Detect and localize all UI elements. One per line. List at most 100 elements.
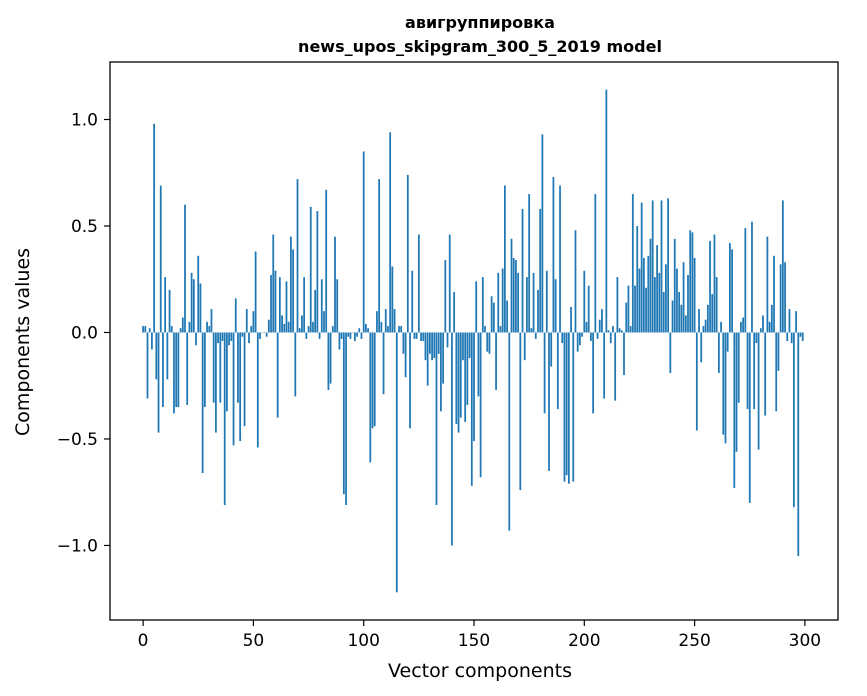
bar [365, 323, 367, 333]
bar [499, 326, 502, 333]
bar [398, 326, 400, 333]
bar [742, 317, 745, 333]
bar [409, 332, 411, 429]
bar [294, 332, 297, 397]
bar [203, 332, 206, 408]
bar [298, 328, 301, 333]
bar [164, 277, 167, 333]
bar [598, 319, 601, 333]
bar [245, 309, 248, 333]
bar [729, 243, 731, 333]
bar [539, 208, 542, 333]
bar [451, 332, 453, 546]
bar [188, 321, 191, 333]
y-tick-label: 0.0 [71, 323, 98, 343]
bar [395, 332, 398, 593]
bar [208, 326, 211, 333]
bar [453, 292, 456, 333]
bar [671, 300, 674, 333]
bar [636, 225, 639, 333]
bar [146, 332, 149, 399]
bar [426, 332, 429, 386]
bar [184, 204, 186, 333]
bar [574, 230, 577, 333]
bar [530, 328, 533, 333]
bar [693, 257, 696, 333]
bar [684, 315, 687, 333]
bar [623, 332, 625, 376]
bar [290, 236, 292, 333]
bar [640, 202, 643, 333]
bar [239, 332, 242, 442]
bar [190, 272, 193, 333]
bar [512, 257, 515, 333]
bar [303, 277, 306, 333]
y-tick-label: 1.0 [71, 111, 98, 131]
bar [523, 332, 526, 361]
bar [144, 326, 147, 333]
bar [695, 332, 698, 431]
bar [329, 332, 332, 384]
bar [788, 309, 791, 333]
bar [389, 132, 392, 333]
bar [391, 266, 394, 333]
bar [678, 292, 681, 333]
bar [217, 332, 219, 344]
bar [356, 332, 358, 337]
bar [151, 332, 153, 350]
bar [733, 332, 736, 488]
bar [241, 332, 244, 337]
bar [795, 311, 797, 333]
bar [532, 272, 535, 333]
bar [159, 185, 162, 333]
bar [620, 330, 623, 333]
bar [545, 270, 548, 333]
bar [667, 198, 670, 333]
bar [254, 251, 257, 333]
bar [766, 236, 769, 333]
bar [768, 321, 771, 333]
bar [197, 255, 200, 333]
bar [287, 321, 290, 333]
bar [237, 332, 239, 403]
bar [464, 332, 467, 422]
bar [777, 332, 780, 371]
bar [797, 332, 800, 557]
bar [565, 332, 568, 476]
bar [371, 332, 374, 429]
bar [175, 332, 178, 408]
bar [411, 270, 414, 333]
bar [753, 332, 756, 410]
bar [186, 332, 189, 405]
bar [746, 332, 749, 410]
bar [382, 332, 385, 395]
bar [607, 330, 610, 333]
bar [376, 311, 378, 333]
x-tick-label: 200 [568, 631, 600, 651]
bar [779, 264, 782, 333]
bar [726, 332, 729, 352]
bar [243, 332, 246, 427]
bar [744, 228, 747, 333]
bar [373, 332, 376, 427]
bar [504, 185, 506, 333]
x-tick-label: 300 [789, 631, 821, 651]
bar [541, 134, 544, 333]
bar [649, 238, 652, 333]
bar [342, 332, 345, 495]
bar [554, 279, 557, 333]
bar [484, 326, 486, 333]
bar [272, 234, 275, 333]
bar [625, 302, 628, 333]
bar [748, 332, 751, 503]
bar [232, 332, 235, 446]
bar [301, 315, 303, 333]
bar [457, 332, 460, 433]
bar [570, 306, 572, 333]
bar [596, 332, 599, 339]
bar [662, 292, 665, 333]
bar [199, 283, 202, 333]
bar [323, 311, 325, 333]
bar [358, 328, 361, 333]
y-tick-label: −1.0 [57, 536, 98, 556]
